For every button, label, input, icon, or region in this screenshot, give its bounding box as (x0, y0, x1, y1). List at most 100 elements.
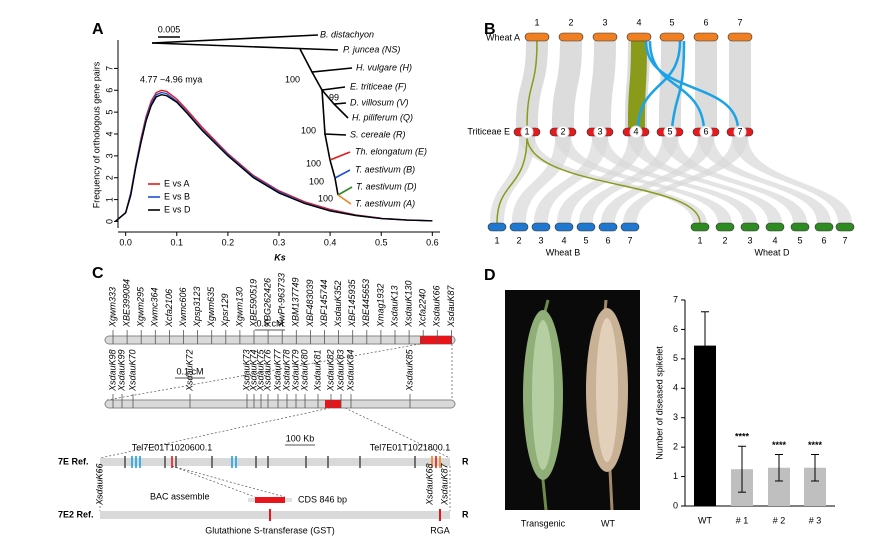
y-tick-label: 0 (673, 500, 678, 510)
note: BAC assemble (150, 491, 210, 501)
marker-label: XsdauK70 (127, 349, 137, 392)
marker-label: XsdauK85 (404, 348, 414, 392)
panel-label: B (484, 21, 496, 38)
chromosome-badge (733, 125, 747, 139)
end-label: R (462, 456, 469, 466)
chromosome-number: 2 (568, 17, 573, 27)
marker-label: XsdauK82 (325, 349, 335, 392)
ref-label: 7E2 Ref. (58, 509, 94, 519)
connector (106, 343, 421, 401)
chromosome-number: 7 (737, 126, 742, 136)
chromosome (576, 222, 596, 232)
y-tick-label: 7 (673, 294, 678, 304)
marker-label: XsdauK66 (432, 285, 442, 328)
marker-label: XsdauK77 (272, 348, 282, 392)
chromosome-number: 3 (602, 17, 607, 27)
map-bar (104, 335, 456, 345)
chromosome (626, 32, 652, 42)
y-tick-label: 1 (673, 471, 678, 481)
panel-label: A (92, 21, 104, 38)
marker-label: XsdauK72 (184, 349, 194, 392)
chromosome-number: 3 (747, 235, 752, 245)
chromosome-number: 4 (636, 17, 641, 27)
chromosome-number: 7 (737, 17, 742, 27)
y-tick-label: 0 (104, 219, 114, 224)
marker-label: XsdauK352 (333, 280, 343, 328)
marker-label: XsdauK79 (290, 349, 300, 392)
marker-label: Xwmc364 (150, 287, 160, 328)
annotation: 4.77 ~4.96 mya (140, 74, 202, 84)
ref-label: 7E Ref. (58, 456, 89, 466)
marker-label: XBF145744 (319, 279, 329, 328)
chromosome (690, 222, 710, 232)
marker-label: XsdauK13 (389, 285, 399, 328)
chromosome (509, 222, 529, 232)
chromosome (598, 222, 618, 232)
bootstrap-label: 100 (285, 74, 300, 84)
marker-label: Xpsp3123 (192, 286, 202, 328)
chromosome (620, 222, 640, 232)
tree-scale-label: 0.005 (158, 24, 181, 34)
ribbon (589, 41, 616, 128)
chromosome-number: 3 (597, 126, 602, 136)
chromosome-number: 1 (494, 235, 499, 245)
marker-label: Xgwm295 (136, 286, 146, 328)
chromosome (487, 222, 507, 232)
map-region (420, 336, 452, 344)
cds (255, 497, 285, 503)
y-tick-label: 6 (104, 88, 114, 93)
ribbon-highlight (648, 40, 706, 129)
marker-label: Xcfa2240 (418, 289, 428, 328)
chromosome (592, 32, 618, 42)
photo-label: Transgenic (521, 518, 566, 528)
chromosome-number: 5 (583, 235, 588, 245)
chromosome-number: 3 (538, 235, 543, 245)
chromosome (531, 222, 551, 232)
marker-label: XsdauK78 (281, 349, 291, 392)
ribbon (552, 41, 582, 128)
marker-label: XsdauK87 (439, 462, 449, 506)
genome-label: Triticeae E (467, 126, 510, 136)
ribbon (628, 136, 782, 223)
legend-label: E vs A (164, 178, 190, 188)
significance: **** (808, 440, 823, 450)
chromosome (790, 222, 810, 232)
chromosome-number: 1 (524, 126, 529, 136)
marker-label: XsdauK81 (312, 349, 322, 392)
chromosome-number: 2 (516, 235, 521, 245)
taxon-label: T. aestivum (B) (355, 164, 415, 174)
marker-label: XBE445653 (361, 279, 371, 328)
map-bar (100, 458, 450, 466)
chromosome-number: 5 (667, 126, 672, 136)
scale-label: 0.5 cM (256, 318, 283, 328)
significance: **** (735, 432, 750, 442)
chromosome (740, 222, 760, 232)
marker-label: Xgwm635 (206, 286, 216, 328)
ribbon (732, 136, 852, 223)
marker-label: XBE590519 (248, 279, 258, 328)
bootstrap-label: 100 (309, 176, 324, 186)
chromosome-number: 1 (697, 235, 702, 245)
marker-label: Xgwm130 (234, 287, 244, 328)
marker-label: Xcfa2106 (164, 289, 174, 328)
y-tick-label: 2 (673, 442, 678, 452)
chromosome-number: 5 (669, 17, 674, 27)
x-tick-label: # 3 (809, 515, 822, 525)
gene-label: Tel7E01T1020600.1 (132, 442, 213, 452)
map-bar (100, 511, 450, 519)
bar (694, 345, 716, 506)
marker-label: XBM137749 (291, 277, 301, 328)
y-tick-label: 4 (104, 131, 114, 136)
chromosome-number: 2 (722, 235, 727, 245)
marker-label: XBF145935 (347, 278, 357, 328)
marker-label: XsdauK130 (403, 280, 413, 328)
marker-label: Xmag1932 (375, 283, 385, 328)
marker-label: XwPt-963733 (277, 273, 287, 328)
chromosome (554, 222, 574, 232)
taxon-label: E. triticeae (F) (350, 81, 407, 91)
ribbon (592, 136, 757, 223)
chromosome-number: 5 (797, 235, 802, 245)
y-tick-label: 3 (104, 153, 114, 158)
chromosome (659, 32, 685, 42)
y-tick-label: 7 (104, 66, 114, 71)
